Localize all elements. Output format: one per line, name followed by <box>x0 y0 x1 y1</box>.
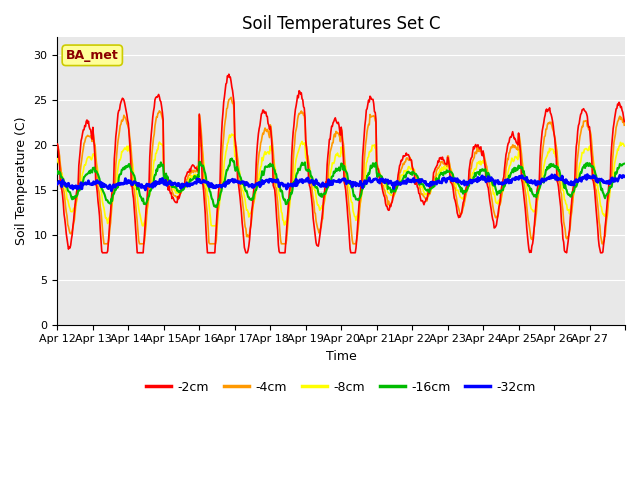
Text: BA_met: BA_met <box>66 49 118 62</box>
Legend: -2cm, -4cm, -8cm, -16cm, -32cm: -2cm, -4cm, -8cm, -16cm, -32cm <box>141 376 541 399</box>
Title: Soil Temperatures Set C: Soil Temperatures Set C <box>242 15 440 33</box>
X-axis label: Time: Time <box>326 350 356 363</box>
Y-axis label: Soil Temperature (C): Soil Temperature (C) <box>15 117 28 245</box>
